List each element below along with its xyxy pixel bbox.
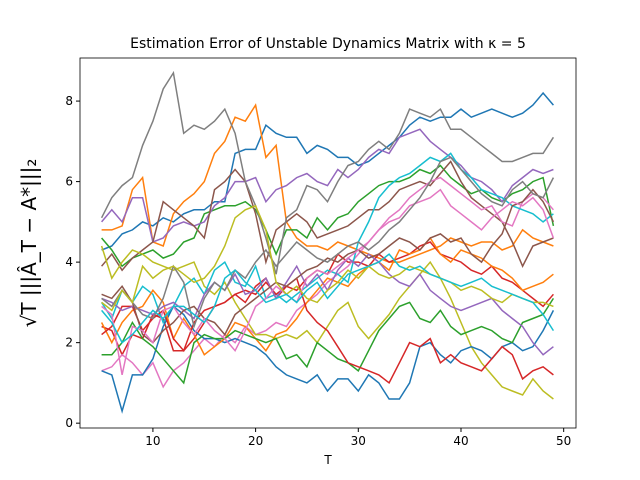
data-line [101,253,555,344]
x-tick-label: 20 [248,434,263,448]
x-tick-label: 40 [453,434,468,448]
x-tick-label: 10 [145,434,160,448]
data-line [101,160,554,272]
data-line [100,236,554,356]
data-line [101,156,555,330]
data-line [100,152,554,325]
chart-title: Estimation Error of Unstable Dynamics Ma… [130,36,526,52]
y-tick-label: 6 [65,175,73,189]
x-tick-label: 30 [351,434,366,448]
x-axis-label: T [323,453,332,467]
y-tick-label: 8 [65,94,73,108]
data-line [101,176,554,389]
y-tick-label: 4 [65,255,73,269]
data-line [101,188,555,344]
data-line [101,297,555,385]
y-axis-label: √T |||Â_T − A*|||₂ [17,159,41,328]
data-line [101,128,554,244]
data-line [101,276,554,385]
data-line [101,204,554,312]
data-line [101,305,555,414]
data-line [101,103,554,263]
data-line [101,188,555,376]
data-line [100,70,555,275]
y-tick-label: 0 [65,416,73,430]
y-tick-label: 2 [65,336,73,350]
data-line [101,91,554,251]
x-tick-label: 50 [556,434,571,448]
data-line [101,164,555,268]
plot-frame [79,57,577,429]
